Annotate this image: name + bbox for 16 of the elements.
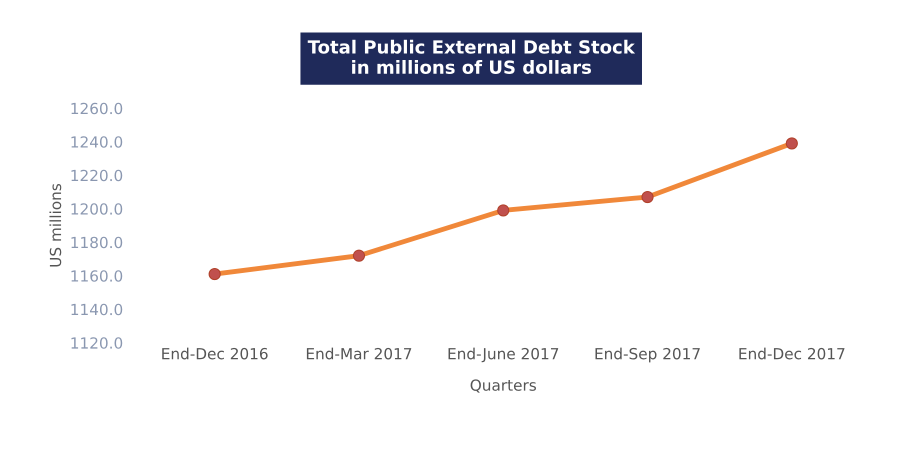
y-tick-label: 1120.0	[71, 337, 122, 349]
y-tick-label: 1160.0	[71, 270, 122, 282]
x-tick-label: End-Sep 2017	[595, 348, 700, 362]
x-tick-label: End-Mar 2017	[306, 348, 412, 360]
x-tick-label: End-Dec 2016	[162, 348, 268, 360]
y-tick-label: 1220.0	[71, 170, 122, 182]
y-tick-label: 1240.0	[71, 136, 122, 148]
chart-title: Total Public External Debt Stock in millions of US dollars	[308, 40, 636, 74]
y-tick-label: 1180.0	[71, 236, 122, 248]
y-tick-label: 1140.0	[71, 304, 122, 316]
y-axis-title: US millions	[49, 184, 62, 266]
y-tick-label: 1260.0	[71, 102, 122, 114]
y-tick-label: 1200.0	[71, 203, 122, 215]
x-axis-title: Quarters	[470, 379, 536, 393]
x-tick-label: End-Dec 2017	[739, 348, 844, 360]
x-tick-label: End-June 2017	[448, 348, 558, 362]
